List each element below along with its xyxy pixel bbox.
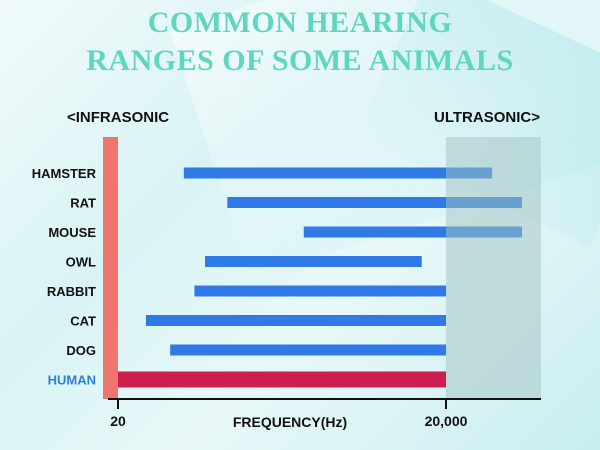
infrasonic-label: <INFRASONIC [67,109,170,126]
ultrasonic-region [446,137,541,399]
bar-mouse-ultrasonic [446,226,522,238]
x-axis-title: FREQUENCY(Hz) [233,414,347,430]
ultrasonic-label: ULTRASONIC> [434,109,540,126]
category-label-mouse: MOUSE [48,225,96,240]
bar-cat [145,315,446,326]
bar-human [118,371,446,388]
category-label-rat: RAT [70,196,96,211]
category-label-rabbit: RABBIT [47,284,96,299]
category-label-dog: DOG [66,343,96,358]
category-label-owl: OWL [66,255,96,270]
bar-rat [227,197,446,208]
bar-mouse [303,226,446,238]
category-label-hamster: HAMSTER [32,166,97,181]
category-label-cat: CAT [70,314,96,329]
bar-dog [170,344,446,356]
chart-title-line-2: RANGES OF SOME ANIMALS [86,44,514,77]
x-tick-label-20000: 20,000 [425,413,468,429]
infrasonic-region [103,137,118,399]
x-tick-label-20: 20 [110,413,126,429]
bar-hamster [183,167,446,179]
bar-rabbit [194,285,446,297]
chart-title-line-1: COMMON HEARING [147,6,453,39]
bar-hamster-ultrasonic [446,167,493,179]
category-label-human: HUMAN [48,373,96,388]
bar-rat-ultrasonic [446,197,522,208]
bar-owl [205,256,422,267]
